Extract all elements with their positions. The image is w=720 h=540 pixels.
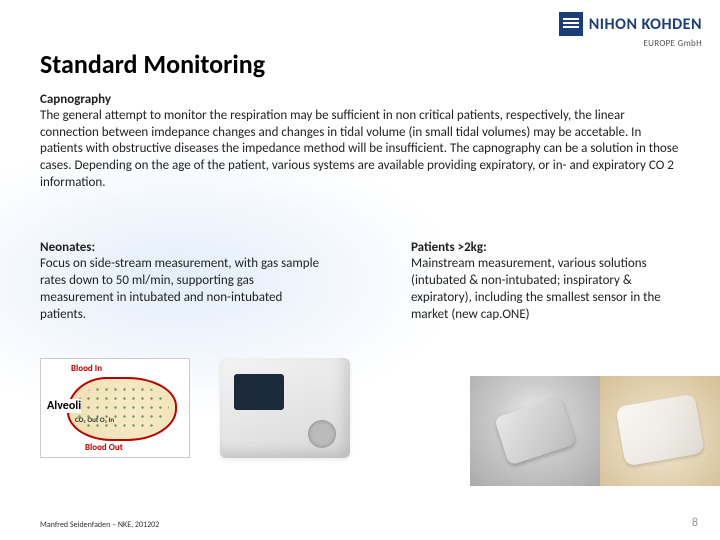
- left-body: Focus on side-stream measurement, with g…: [40, 256, 321, 324]
- brand-logo: NIHON KOHDEN EUROPE GmbH: [559, 12, 702, 49]
- label-blood-in: Blood In: [71, 363, 102, 374]
- left-heading: Neonates:: [40, 240, 321, 255]
- logo-subline: EUROPE GmbH: [559, 38, 702, 49]
- intro-heading: Capnography: [40, 92, 680, 107]
- mainstream-sensor-image: [470, 376, 600, 486]
- sidestream-device-image: [220, 358, 350, 458]
- label-gas-exchange: CO₂ Out O₂ In: [75, 415, 114, 424]
- page-number: 8: [692, 516, 698, 530]
- airway-adapter-image: [600, 376, 720, 486]
- alveoli-diagram: Blood In Alveoli CO₂ Out O₂ In Blood Out: [40, 358, 190, 458]
- alveoli-shape-icon: [67, 377, 177, 441]
- label-alveoli: Alveoli: [47, 399, 81, 413]
- right-image-row: [470, 376, 720, 486]
- right-column: Patients >2kg: Mainstream measurement, v…: [411, 240, 692, 324]
- label-blood-out: Blood Out: [85, 442, 123, 453]
- right-body: Mainstream measurement, various solution…: [411, 256, 692, 324]
- intro-block: Capnography The general attempt to monit…: [40, 92, 680, 191]
- slide-title: Standard Monitoring: [40, 48, 265, 80]
- footer-text: Manfred Seidenfaden – NKE, 201202: [40, 520, 159, 530]
- logo-mark-icon: [559, 12, 583, 36]
- logo-text: NIHON KOHDEN: [589, 15, 702, 34]
- right-heading: Patients >2kg:: [411, 240, 692, 255]
- left-column: Neonates: Focus on side-stream measureme…: [40, 240, 321, 324]
- left-image-row: Blood In Alveoli CO₂ Out O₂ In Blood Out: [40, 358, 350, 458]
- two-column-section: Neonates: Focus on side-stream measureme…: [40, 240, 692, 324]
- intro-body: The general attempt to monitor the respi…: [40, 108, 680, 191]
